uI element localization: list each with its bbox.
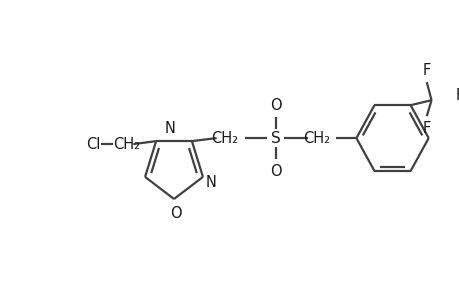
Text: O: O <box>170 206 181 220</box>
Text: F: F <box>422 63 430 78</box>
Text: N: N <box>164 121 175 136</box>
Text: S: S <box>270 130 280 146</box>
Text: CH₂: CH₂ <box>302 130 329 146</box>
Text: Cl: Cl <box>86 136 101 152</box>
Text: F: F <box>455 88 459 103</box>
Text: CH₂: CH₂ <box>211 130 238 146</box>
Text: CH₂: CH₂ <box>113 136 140 152</box>
Text: O: O <box>269 98 281 112</box>
Text: F: F <box>422 121 430 136</box>
Text: O: O <box>269 164 281 178</box>
Text: N: N <box>205 176 216 190</box>
